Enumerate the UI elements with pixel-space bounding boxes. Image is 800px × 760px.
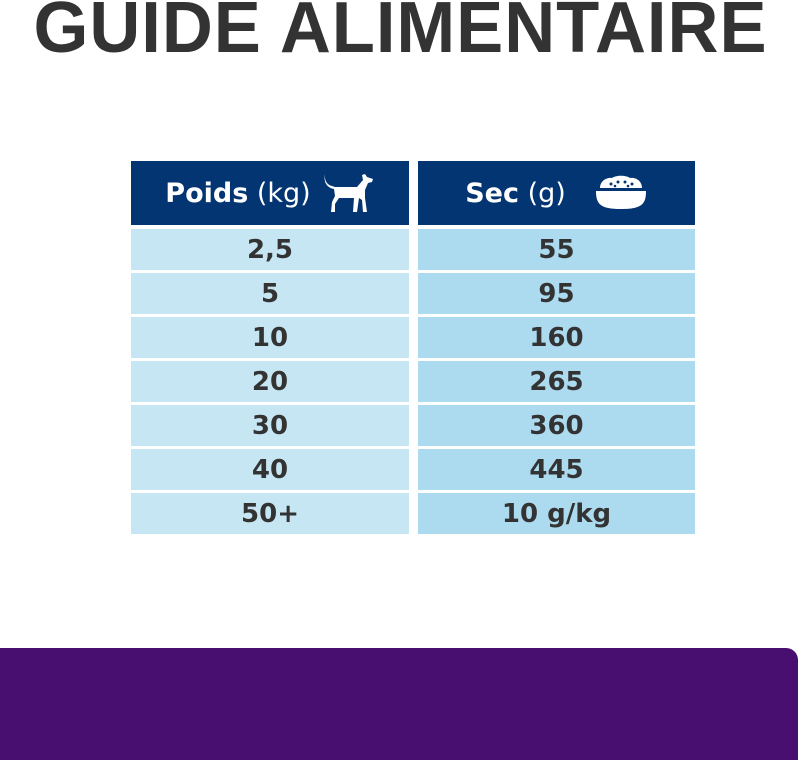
weight-cell: 10 bbox=[131, 317, 409, 358]
table-row: 5 95 bbox=[131, 273, 695, 314]
table-header: Poids (kg) Sec (g) bbox=[131, 161, 695, 225]
header-weight-label: Poids bbox=[165, 177, 249, 209]
dry-amount-cell: 160 bbox=[418, 317, 695, 358]
dog-icon bbox=[324, 174, 373, 212]
table-row: 2,5 55 bbox=[131, 229, 695, 270]
dry-amount-cell: 360 bbox=[418, 405, 695, 446]
weight-cell: 50+ bbox=[131, 493, 409, 534]
footer-band bbox=[0, 648, 798, 760]
table-row: 10 160 bbox=[131, 317, 695, 358]
table-row: 50+ 10 g/kg bbox=[131, 493, 695, 534]
weight-cell: 20 bbox=[131, 361, 409, 402]
dry-amount-cell: 55 bbox=[418, 229, 695, 270]
weight-cell: 40 bbox=[131, 449, 409, 490]
dry-amount-cell: 265 bbox=[418, 361, 695, 402]
header-dry-unit: (g) bbox=[527, 177, 566, 209]
header-weight-unit: (kg) bbox=[256, 177, 311, 209]
header-weight: Poids (kg) bbox=[131, 161, 409, 225]
header-dry: Sec (g) bbox=[418, 161, 695, 225]
weight-cell: 2,5 bbox=[131, 229, 409, 270]
dry-amount-cell: 445 bbox=[418, 449, 695, 490]
header-dry-label: Sec bbox=[465, 177, 519, 209]
page-title-text: GUIDE ALIMENTAIRE bbox=[32, 0, 768, 68]
table-row: 30 360 bbox=[131, 405, 695, 446]
feeding-table: Poids (kg) Sec (g) 2,5 55 5 95 10 160 20 265 30 3… bbox=[131, 161, 695, 537]
weight-cell: 5 bbox=[131, 273, 409, 314]
weight-cell: 30 bbox=[131, 405, 409, 446]
dry-amount-cell: 10 g/kg bbox=[418, 493, 695, 534]
table-row: 20 265 bbox=[131, 361, 695, 402]
page-title: GUIDE ALIMENTAIRE bbox=[0, 0, 800, 64]
table-body: 2,5 55 5 95 10 160 20 265 30 360 40 445 50+ 10 g/kg bbox=[131, 229, 695, 534]
dry-amount-cell: 95 bbox=[418, 273, 695, 314]
food-bowl-icon bbox=[595, 175, 646, 209]
table-row: 40 445 bbox=[131, 449, 695, 490]
